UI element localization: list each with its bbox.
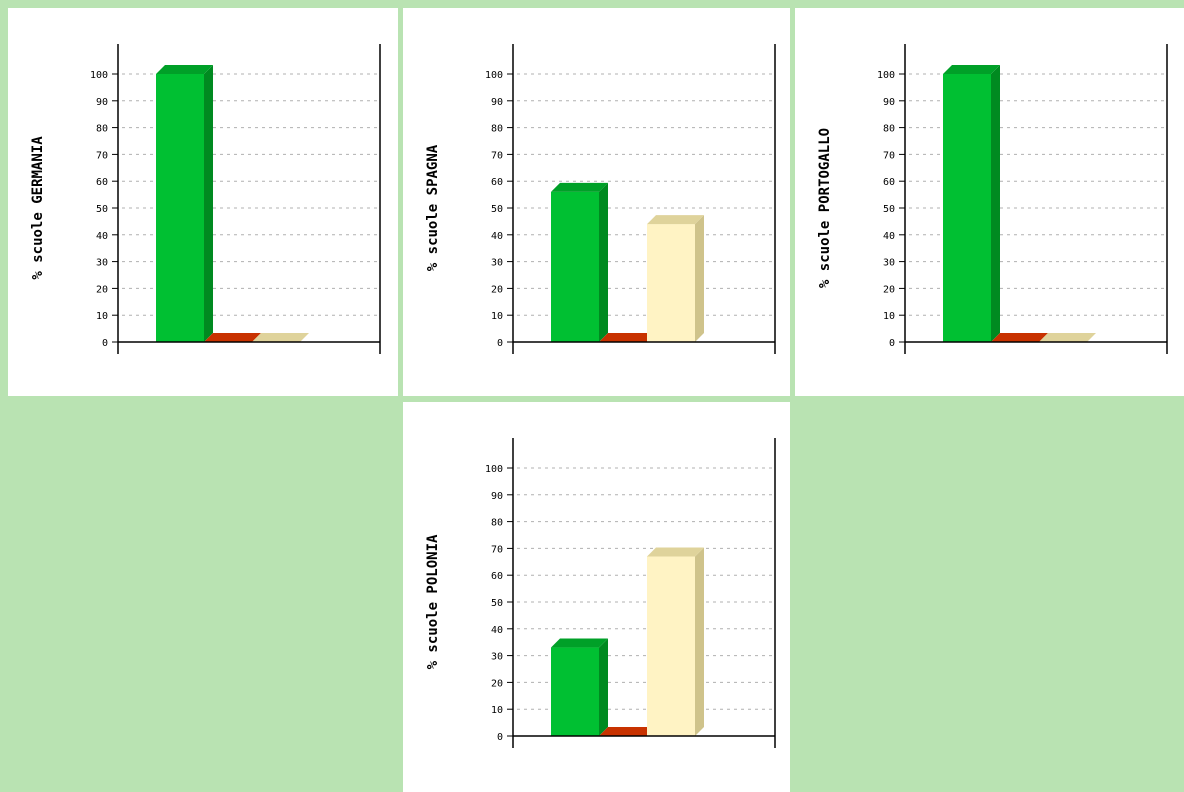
chart-cell-spagna: % scuole SPAGNA 0 10 20 30 40 50 60 70 80 90 100 bbox=[403, 8, 790, 396]
chart-cell-germania: % scuole GERMANIA 0 10 20 30 40 50 60 70 80 90 100 bbox=[8, 8, 398, 396]
y-tick-label: 100 bbox=[877, 70, 895, 81]
y-tick-label: 100 bbox=[485, 70, 503, 81]
bar-top bbox=[551, 638, 608, 648]
y-tick-label: 70 bbox=[491, 544, 503, 555]
y-tick-label: 100 bbox=[90, 70, 108, 81]
y-tick-label: 50 bbox=[491, 204, 503, 215]
chart-spagna: % scuole SPAGNA 0 10 20 30 40 50 60 70 80 90 100 bbox=[425, 44, 776, 354]
bar bbox=[156, 65, 213, 342]
bar-side bbox=[991, 65, 1000, 342]
bar bbox=[943, 65, 1000, 342]
y-tick-label: 80 bbox=[491, 124, 503, 135]
y-tick-label: 90 bbox=[883, 97, 895, 108]
chart-polonia: % scuole POLONIA 0 10 20 30 40 50 60 70 80 90 100 bbox=[425, 438, 776, 748]
chart-germania: % scuole GERMANIA 0 10 20 30 40 50 60 70 80 90 100 bbox=[30, 44, 381, 354]
bar-top bbox=[647, 215, 704, 225]
y-tick-label: 40 bbox=[96, 231, 108, 242]
y-tick-label: 20 bbox=[491, 284, 503, 295]
bar-side bbox=[695, 547, 704, 736]
y-axis-label: % scuole PORTOGALLO bbox=[817, 128, 833, 288]
y-tick-label: 30 bbox=[96, 258, 108, 269]
y-tick-label: 60 bbox=[96, 177, 108, 188]
y-tick-label: 80 bbox=[96, 124, 108, 135]
y-tick-label: 90 bbox=[491, 97, 503, 108]
y-tick-label: 20 bbox=[96, 284, 108, 295]
y-tick-label: 70 bbox=[883, 150, 895, 161]
bar bbox=[647, 215, 704, 342]
y-tick-label: 40 bbox=[491, 231, 503, 242]
chart-cell-portogallo: % scuole PORTOGALLO 0 10 20 30 40 50 60 70 80 90 10… bbox=[795, 8, 1184, 396]
y-tick-label: 0 bbox=[889, 338, 895, 349]
bar bbox=[647, 547, 704, 736]
bar-side bbox=[204, 65, 213, 342]
y-tick-label: 40 bbox=[883, 231, 895, 242]
bar-front bbox=[551, 191, 599, 342]
empty-cell-right bbox=[795, 402, 1184, 792]
y-axis-label: % scuole GERMANIA bbox=[30, 136, 46, 280]
bar-front bbox=[647, 556, 695, 736]
bar-top bbox=[647, 547, 704, 557]
y-tick-label: 0 bbox=[102, 338, 108, 349]
bar-front bbox=[943, 74, 991, 342]
y-tick-label: 50 bbox=[883, 204, 895, 215]
bar-front bbox=[156, 74, 204, 342]
y-tick-label: 80 bbox=[491, 518, 503, 529]
bar-side bbox=[695, 215, 704, 342]
y-tick-label: 70 bbox=[491, 150, 503, 161]
y-tick-label: 10 bbox=[96, 311, 108, 322]
y-tick-label: 70 bbox=[96, 150, 108, 161]
y-tick-label: 60 bbox=[491, 571, 503, 582]
y-tick-label: 90 bbox=[96, 97, 108, 108]
chart-portogallo: % scuole PORTOGALLO 0 10 20 30 40 50 60 70 80 90 10… bbox=[817, 44, 1168, 354]
y-tick-label: 10 bbox=[883, 311, 895, 322]
y-tick-label: 0 bbox=[497, 732, 503, 743]
bar-top bbox=[991, 333, 1048, 342]
y-tick-label: 40 bbox=[491, 625, 503, 636]
bar bbox=[599, 333, 656, 342]
y-tick-label: 20 bbox=[883, 284, 895, 295]
bar-front bbox=[551, 647, 599, 736]
y-tick-label: 60 bbox=[491, 177, 503, 188]
y-tick-label: 30 bbox=[491, 258, 503, 269]
bar bbox=[204, 333, 261, 342]
y-tick-label: 10 bbox=[491, 311, 503, 322]
y-tick-label: 20 bbox=[491, 678, 503, 689]
empty-cell-left bbox=[8, 402, 398, 792]
y-tick-label: 0 bbox=[497, 338, 503, 349]
y-tick-label: 50 bbox=[491, 598, 503, 609]
bar bbox=[1039, 333, 1096, 342]
bar-side bbox=[599, 638, 608, 736]
bar bbox=[252, 333, 309, 342]
bar bbox=[551, 182, 608, 342]
bar-top bbox=[156, 65, 213, 74]
bar-top bbox=[551, 182, 608, 192]
y-tick-label: 60 bbox=[883, 177, 895, 188]
y-tick-label: 100 bbox=[485, 464, 503, 475]
y-tick-label: 50 bbox=[96, 204, 108, 215]
y-tick-label: 30 bbox=[491, 652, 503, 663]
bar-front bbox=[647, 224, 695, 342]
bar bbox=[551, 638, 608, 736]
bar-top bbox=[599, 333, 656, 342]
y-tick-label: 90 bbox=[491, 491, 503, 502]
bar-top bbox=[204, 333, 261, 342]
y-tick-label: 10 bbox=[491, 705, 503, 716]
y-tick-label: 80 bbox=[883, 124, 895, 135]
bar bbox=[599, 727, 656, 736]
bar-top bbox=[943, 65, 1000, 74]
bar-top bbox=[1039, 333, 1096, 342]
y-axis-label: % scuole SPAGNA bbox=[425, 144, 441, 271]
bar-side bbox=[599, 182, 608, 342]
bar-top bbox=[252, 333, 309, 342]
y-tick-label: 30 bbox=[883, 258, 895, 269]
y-axis-label: % scuole POLONIA bbox=[425, 534, 441, 669]
bar bbox=[991, 333, 1048, 342]
bar-top bbox=[599, 727, 656, 736]
chart-cell-polonia: % scuole POLONIA 0 10 20 30 40 50 60 70 80 90 100 bbox=[403, 402, 790, 792]
